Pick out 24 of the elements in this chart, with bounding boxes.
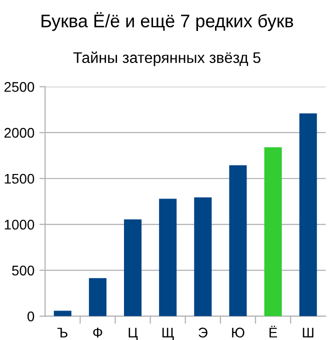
x-tick-label: Ъ xyxy=(57,328,68,338)
x-tick-label: Ш xyxy=(302,328,314,338)
x-tick-label: Ц xyxy=(128,328,138,340)
bar xyxy=(299,113,317,316)
y-tick-label: 0 xyxy=(27,312,34,322)
x-tick-label: Ё xyxy=(270,326,278,338)
y-tick-label: 2500 xyxy=(4,82,34,92)
bar xyxy=(88,278,106,316)
bar xyxy=(194,197,212,316)
bar xyxy=(264,147,282,316)
x-tick-label: Э xyxy=(198,328,208,338)
bar xyxy=(159,198,177,316)
chart-subtitle: Тайны затерянных звёзд 5 xyxy=(73,52,260,66)
x-tick-label: Щ xyxy=(162,328,174,340)
bar xyxy=(124,219,142,316)
bar xyxy=(54,310,72,316)
y-tick-label: 500 xyxy=(12,266,34,276)
bar xyxy=(229,165,247,316)
x-tick-label: Ю xyxy=(232,328,244,338)
y-tick-label: 1500 xyxy=(4,174,34,184)
chart-title: Буква Ё/ё и ещё 7 редких букв xyxy=(42,12,294,31)
y-tick-label: 1000 xyxy=(4,220,34,230)
x-tick-label: Ф xyxy=(93,328,102,338)
y-tick-label: 2000 xyxy=(4,128,34,138)
